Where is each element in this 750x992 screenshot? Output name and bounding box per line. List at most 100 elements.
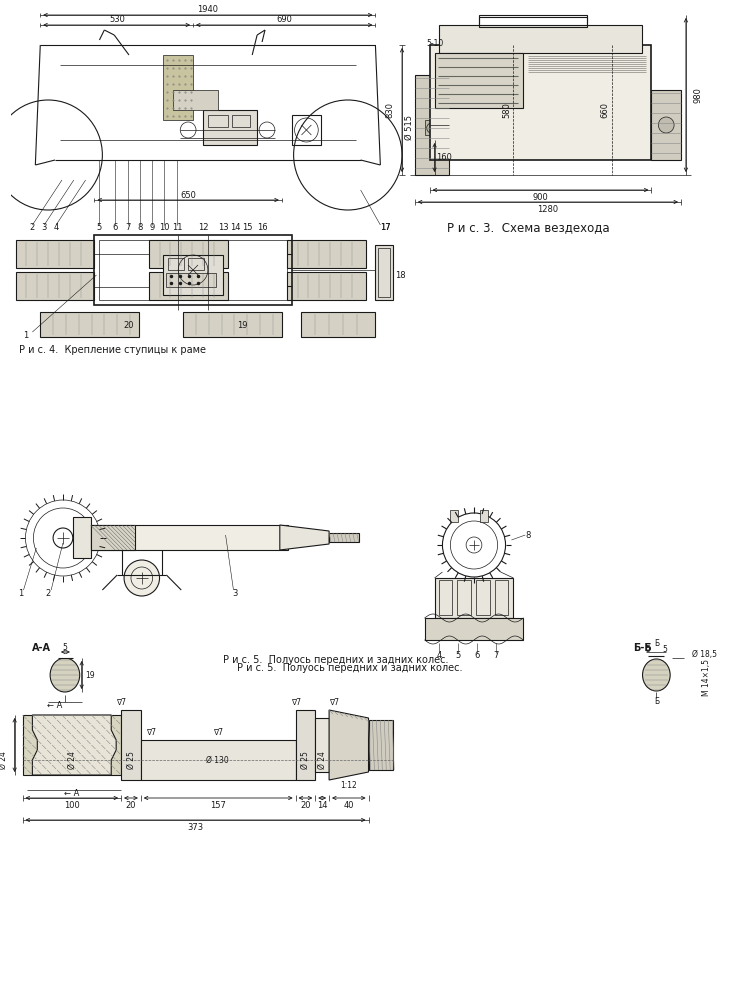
Bar [141, 740, 296, 780]
Text: 3: 3 [41, 223, 47, 232]
Text: Ø 515: Ø 515 [405, 115, 414, 141]
Text: 14: 14 [317, 802, 328, 810]
Bar [166, 273, 216, 287]
Text: ∇7: ∇7 [213, 727, 223, 736]
Text: 6: 6 [112, 223, 118, 232]
Text: 8: 8 [526, 531, 531, 540]
Text: 4: 4 [436, 651, 442, 660]
Bar [439, 580, 452, 615]
Text: 5: 5 [455, 651, 460, 660]
Text: 160: 160 [436, 154, 452, 163]
Text: 17: 17 [380, 223, 391, 232]
Text: 16: 16 [256, 223, 267, 232]
Text: 157: 157 [210, 802, 226, 810]
Bar [91, 525, 135, 550]
Text: 7: 7 [493, 651, 498, 660]
Text: Ø 24: Ø 24 [318, 751, 327, 769]
Text: Ø 130: Ø 130 [206, 756, 229, 765]
Text: 7: 7 [125, 223, 130, 232]
Bar [292, 115, 321, 145]
Bar [169, 258, 184, 270]
Text: 580: 580 [502, 102, 511, 118]
Circle shape [124, 560, 160, 596]
Text: Ø 25: Ø 25 [127, 751, 136, 769]
Text: 8: 8 [137, 223, 142, 232]
Text: 9: 9 [149, 223, 154, 232]
Text: 690: 690 [277, 16, 292, 25]
Text: 5: 5 [663, 646, 668, 655]
Text: 980: 980 [693, 87, 702, 103]
Bar [415, 75, 449, 175]
Bar [476, 580, 490, 615]
Text: 1: 1 [22, 330, 28, 339]
Bar [173, 90, 217, 110]
Text: 100: 100 [64, 802, 80, 810]
Text: ∇7: ∇7 [290, 697, 301, 706]
Bar [16, 272, 94, 300]
Bar [232, 115, 250, 127]
Bar [296, 710, 315, 780]
Text: 4: 4 [53, 223, 58, 232]
Text: Ø 25: Ø 25 [301, 751, 310, 769]
Text: А-А: А-А [32, 643, 52, 653]
Bar [424, 618, 524, 640]
Text: 20: 20 [124, 320, 134, 329]
Text: 5: 5 [97, 223, 102, 232]
Ellipse shape [643, 659, 670, 691]
Bar [94, 235, 292, 305]
Text: 650: 650 [180, 191, 196, 200]
Text: 830: 830 [386, 102, 394, 118]
Text: 660: 660 [601, 102, 610, 118]
Bar [148, 272, 227, 300]
Text: 13: 13 [218, 223, 229, 232]
Text: Ø 24: Ø 24 [68, 751, 76, 769]
Bar [183, 312, 282, 337]
Bar [315, 718, 329, 772]
Text: 12: 12 [198, 223, 208, 232]
Text: Б: Б [654, 697, 659, 706]
Text: ∇7: ∇7 [329, 697, 339, 706]
Text: Б-Б: Б-Б [633, 643, 652, 653]
Text: 19: 19 [85, 671, 94, 680]
Ellipse shape [50, 658, 80, 692]
Text: 5: 5 [645, 646, 650, 655]
Text: 15: 15 [242, 223, 253, 232]
Text: 5: 5 [62, 643, 68, 652]
Bar [91, 525, 288, 550]
Circle shape [658, 117, 674, 133]
Text: 20: 20 [300, 802, 310, 810]
Bar [286, 272, 365, 300]
Bar [329, 533, 358, 542]
Text: 2: 2 [46, 588, 51, 597]
Bar [376, 245, 393, 300]
Text: 40: 40 [344, 802, 354, 810]
Text: Р и с. 4.  Крепление ступицы к раме: Р и с. 4. Крепление ступицы к раме [19, 345, 206, 355]
Text: 3: 3 [232, 588, 238, 597]
Text: ← А: ← А [64, 789, 80, 798]
Bar [40, 312, 139, 337]
Text: 5-10: 5-10 [426, 39, 443, 48]
Bar [434, 53, 524, 108]
Bar [379, 248, 390, 297]
Bar [164, 255, 223, 295]
Text: ∇7: ∇7 [146, 727, 156, 736]
Bar [458, 580, 471, 615]
Text: ∇7: ∇7 [116, 697, 126, 706]
Bar [73, 517, 91, 558]
Text: 1940: 1940 [197, 6, 218, 15]
Bar [440, 25, 641, 53]
Bar [434, 578, 514, 618]
Text: 14: 14 [230, 223, 241, 232]
Text: 900: 900 [532, 193, 548, 202]
Bar [479, 15, 587, 27]
Bar [22, 715, 121, 775]
Bar [424, 120, 439, 135]
Text: M 14×1,5: M 14×1,5 [702, 660, 711, 696]
Bar [302, 312, 376, 337]
Circle shape [427, 123, 436, 133]
Bar [450, 510, 458, 522]
Bar [652, 90, 681, 160]
Bar [188, 258, 204, 270]
Text: Р и с. 5.  Полуось передних и задних колес.: Р и с. 5. Полуось передних и задних коле… [238, 663, 463, 673]
Text: 10: 10 [159, 223, 170, 232]
